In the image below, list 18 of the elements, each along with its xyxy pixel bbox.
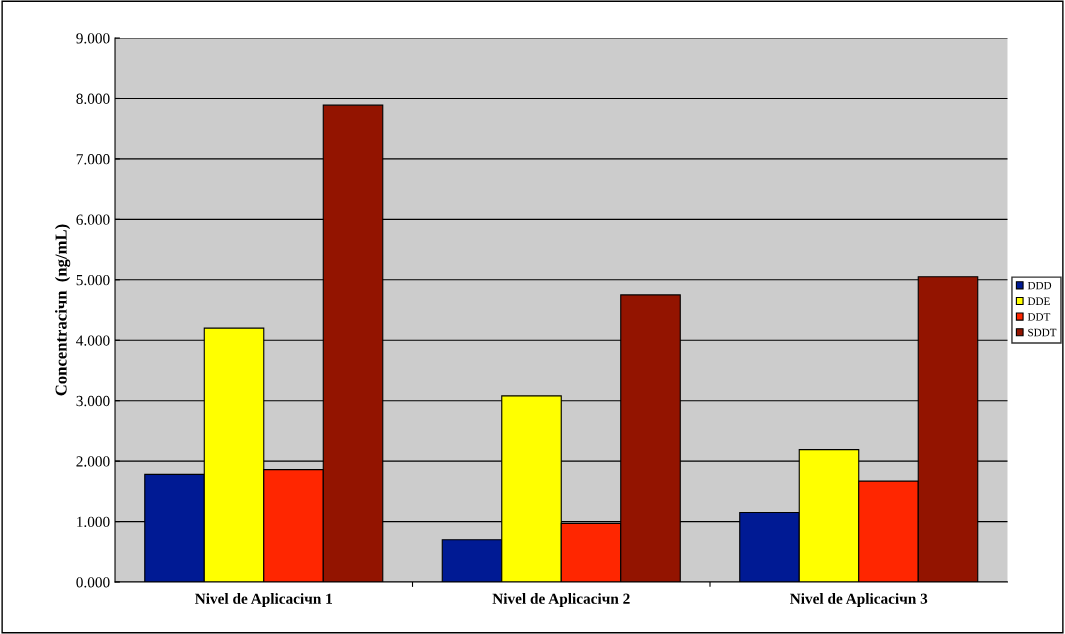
legend-label: DDD: [1027, 281, 1052, 290]
y-tick-label: 2.000: [76, 456, 110, 467]
y-tick-label: 4.000: [76, 335, 110, 346]
y-tick-label: 8.000: [76, 93, 110, 104]
legend-label: DDE: [1027, 297, 1050, 305]
legend-label: SDDT: [1028, 328, 1057, 337]
y-tick-label: 7.000: [76, 154, 110, 165]
x-tick-label: Nivel de Aplicaciчn 3: [790, 593, 928, 607]
legend-label: DDT: [1027, 313, 1051, 321]
y-tick-label: 1.000: [77, 516, 110, 528]
y-tick-label: 3.000: [76, 395, 110, 407]
y-tick-label: 5.000: [76, 274, 110, 286]
x-tick-label: Nivel de Aplicaciчn 2: [492, 593, 630, 607]
y-tick-label: 6.000: [76, 214, 110, 225]
y-tick-label: 9.000: [76, 33, 110, 44]
y-tick-label: 0.000: [76, 577, 110, 588]
x-tick-label: Nivel de Aplicaciчn 1: [195, 593, 332, 607]
y-axis-title: Concentraciчn (ng/mL): [54, 224, 71, 396]
